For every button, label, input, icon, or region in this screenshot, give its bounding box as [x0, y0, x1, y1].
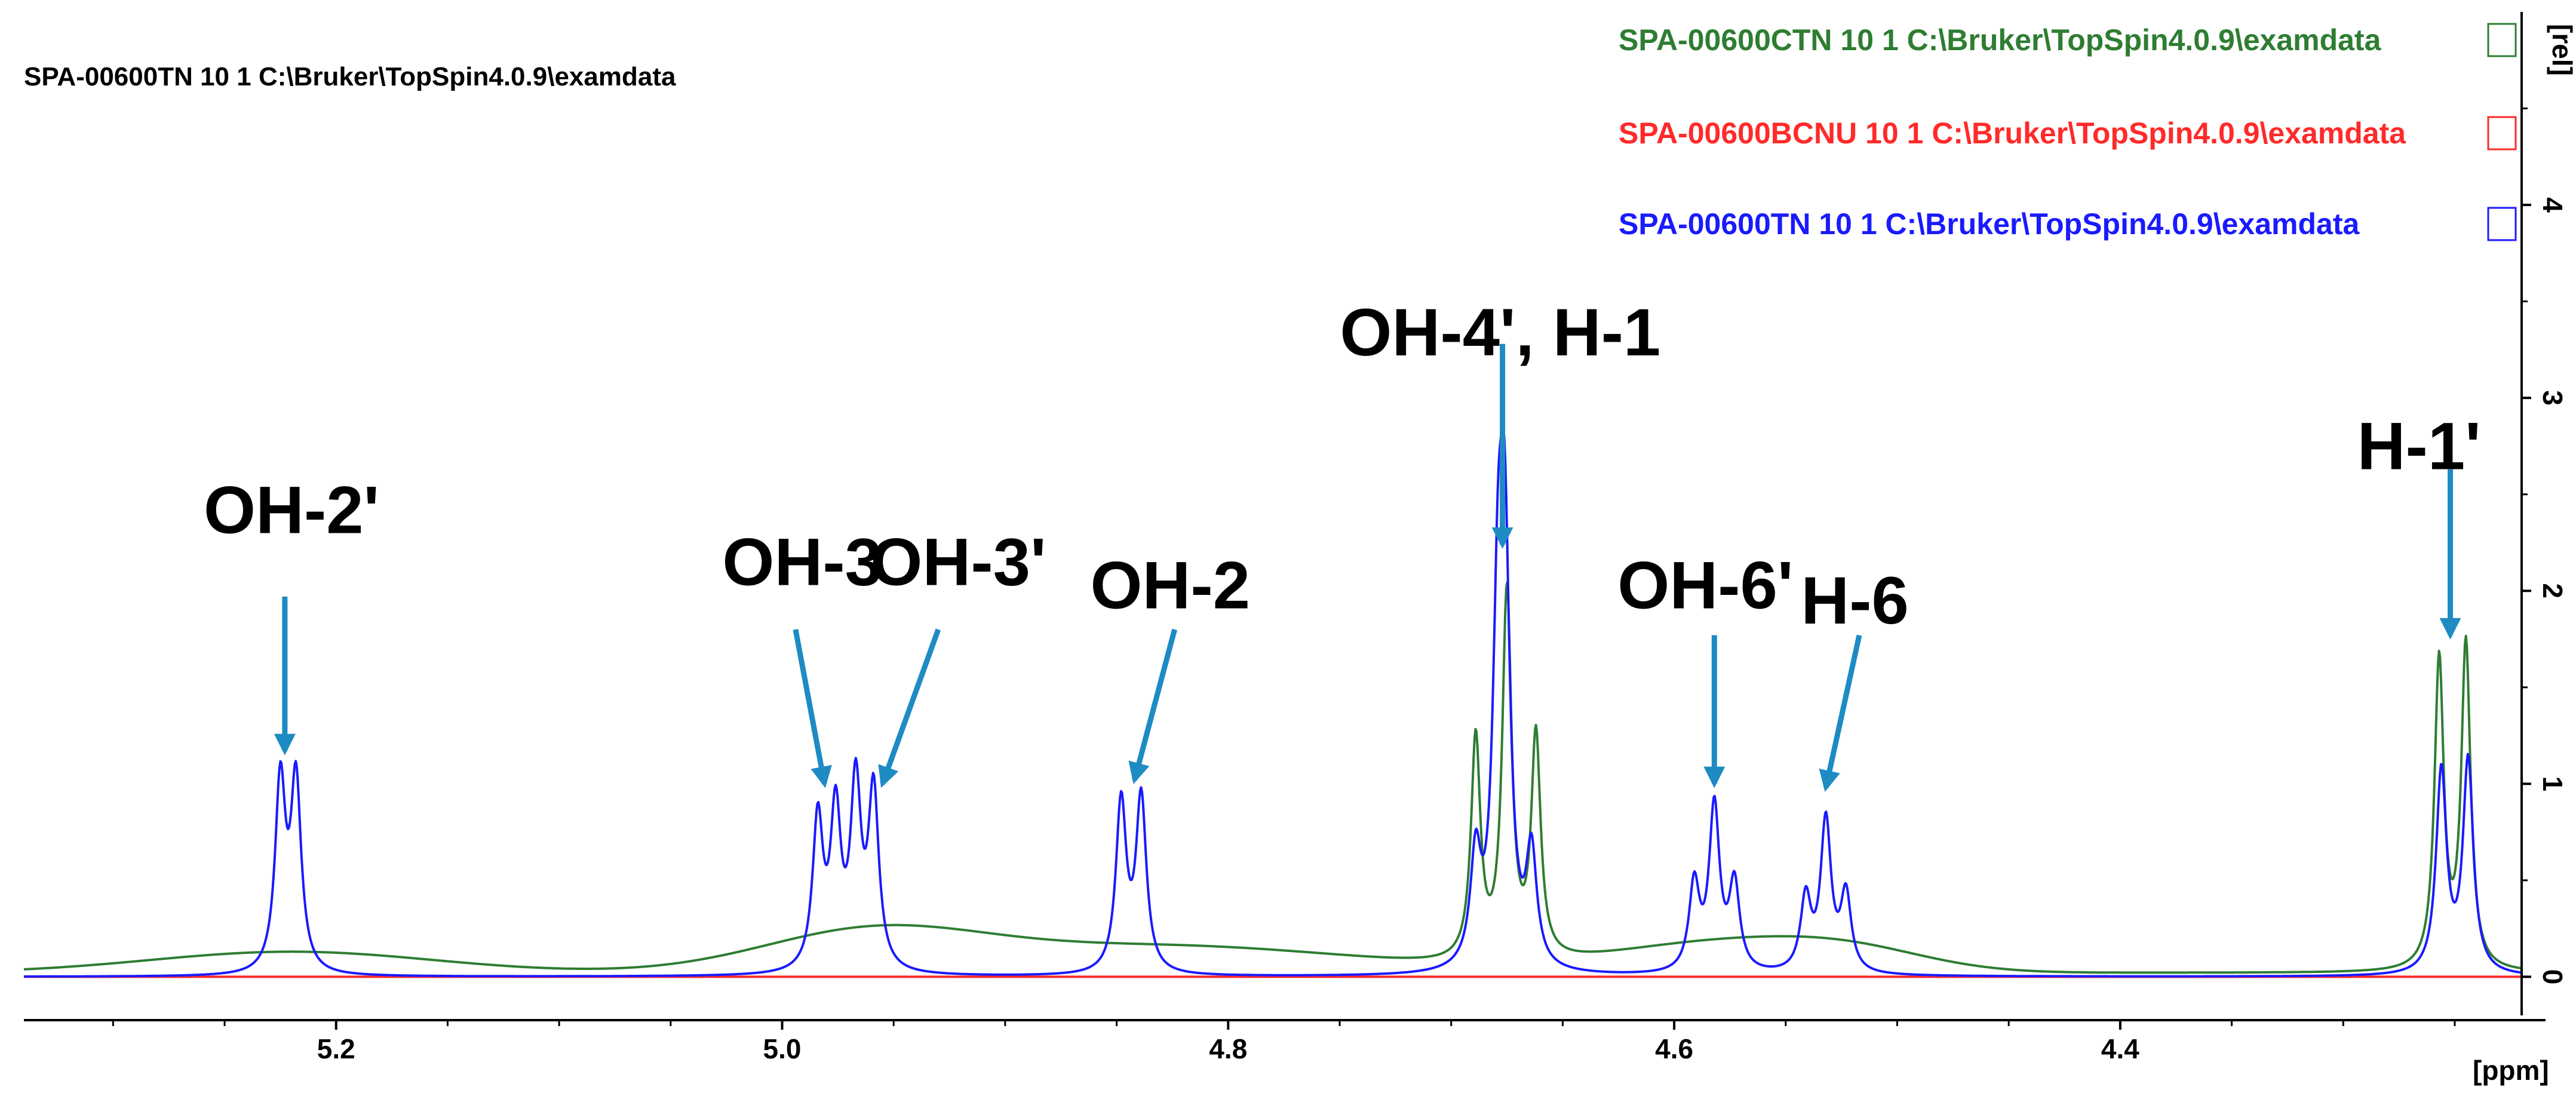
- x-axis: 5.2 5.0 4.8 4.6 4.4: [24, 1019, 2546, 1064]
- legend-entry-label: SPA-00600BCNU 10 1 C:\Bruker\TopSpin4.0.…: [1619, 116, 2406, 150]
- legend-entry-swatch: [2487, 116, 2517, 151]
- legend-entry-label: SPA-00600CTN 10 1 C:\Bruker\TopSpin4.0.9…: [1619, 23, 2382, 57]
- legend-entry-label: SPA-00600TN 10 1 C:\Bruker\TopSpin4.0.9\…: [1619, 207, 2360, 241]
- y-tick-label: 0: [2537, 969, 2568, 985]
- legend-entry-swatch: [2487, 23, 2517, 57]
- y-axis-label: [rel]: [2547, 24, 2576, 76]
- peak-annotation-label: OH-2': [204, 472, 379, 547]
- x-tick-label: 5.0: [763, 1033, 802, 1064]
- x-tick-label: 5.2: [317, 1033, 355, 1064]
- peak-annotations: OH-2'OH-3OH-3' OH-2OH-4', H-1OH-6' H-6H-1': [204, 295, 2481, 792]
- peak-annotation-arrow: [1128, 628, 1178, 784]
- dataset-title: SPA-00600TN 10 1 C:\Bruker\TopSpin4.0.9\…: [24, 62, 676, 91]
- y-axis: 0 1 2 3 4: [2520, 12, 2568, 1015]
- x-tick-label: 4.4: [2101, 1033, 2139, 1064]
- legend-entry-swatch: [2487, 207, 2517, 241]
- spectrum-line-blue: [23, 426, 2522, 978]
- peak-annotation-label: OH-3: [722, 525, 882, 600]
- peak-annotation-label: OH-6': [1617, 548, 1793, 622]
- peak-annotation-arrow: [1819, 634, 1862, 792]
- x-tick-label: 4.6: [1655, 1033, 1693, 1064]
- x-tick-label: 4.8: [1209, 1033, 1247, 1064]
- x-axis-label: [ppm]: [2473, 1055, 2549, 1086]
- y-tick-label: 3: [2537, 390, 2568, 406]
- peak-annotation-arrow: [793, 629, 832, 788]
- peak-annotation-label: H-1': [2357, 409, 2481, 484]
- y-tick-label: 4: [2537, 197, 2568, 213]
- peak-annotation-label: H-6: [1801, 563, 1908, 638]
- chart-legend: SPA-00600CTN 10 1 C:\Bruker\TopSpin4.0.9…: [1619, 23, 2517, 241]
- peak-annotation-label: OH-2: [1090, 548, 1250, 622]
- y-tick-label: 2: [2537, 583, 2568, 598]
- peak-annotation-label: OH-3': [870, 525, 1046, 600]
- peak-annotation-arrow: [878, 628, 941, 788]
- spectra-series: [23, 426, 2522, 978]
- spectrum-line-green: [23, 581, 2522, 974]
- y-tick-label: 1: [2537, 776, 2568, 792]
